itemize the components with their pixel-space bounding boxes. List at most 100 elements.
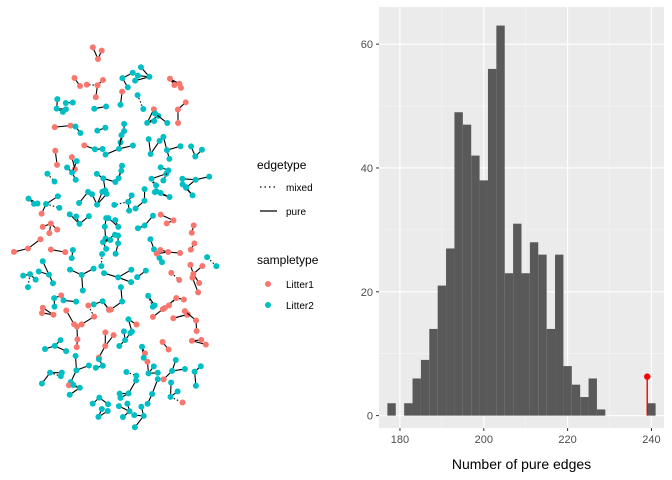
network-component [144, 358, 161, 377]
network-node [134, 274, 141, 281]
network-component [167, 379, 186, 406]
network-node [69, 169, 76, 176]
network-node [140, 106, 147, 113]
network-node [134, 72, 141, 79]
network-node [145, 292, 152, 299]
network-node [181, 366, 188, 373]
network-node [63, 348, 70, 355]
network-node [118, 132, 125, 139]
network-node [149, 390, 156, 397]
legend-pure-label: pure [286, 207, 306, 218]
network-node [24, 284, 31, 291]
network-component [134, 212, 157, 232]
network-node [98, 47, 105, 54]
network-component [102, 132, 136, 158]
network-node [145, 370, 152, 377]
network-node [163, 220, 170, 227]
network-component [93, 170, 119, 194]
network-node [90, 265, 97, 272]
network-node [140, 354, 147, 361]
network-node [198, 336, 205, 343]
network-node [63, 307, 70, 314]
network-node [133, 321, 140, 328]
network-component [89, 188, 110, 208]
network-node [85, 213, 92, 220]
x-axis-title: Number of pure edges [452, 456, 591, 472]
network-node [132, 205, 139, 212]
network-node [150, 363, 157, 370]
network-node [115, 240, 122, 247]
network-node [151, 189, 158, 196]
network-node [192, 153, 199, 160]
network-node [91, 146, 98, 153]
network-component [78, 302, 98, 328]
network-component [157, 164, 172, 184]
network-component [107, 284, 126, 313]
network-node [115, 232, 122, 239]
histogram-bar [647, 403, 656, 416]
network-node [47, 246, 54, 253]
network-node [78, 271, 85, 278]
network-node [94, 201, 101, 208]
network-component [68, 246, 76, 262]
network-node [159, 306, 166, 313]
network-component [35, 258, 56, 287]
x-tick-label: 200 [475, 434, 493, 446]
network-node [37, 236, 44, 243]
histogram-bar [429, 328, 438, 416]
histogram-plot: 180 200 220 240 0 20 40 60 Number of pure edges [361, 7, 664, 472]
network-node [123, 369, 130, 376]
legend: edgetype mixed pure sampletype Litter1 L… [257, 158, 319, 312]
network-component [151, 189, 173, 201]
network-node [129, 69, 136, 76]
network-node [45, 271, 52, 278]
network-node [92, 94, 99, 101]
network-node [138, 403, 145, 410]
network-component [42, 337, 70, 355]
network-node [73, 158, 80, 165]
network-component [53, 96, 69, 115]
network-node [196, 280, 203, 287]
network-node [149, 303, 156, 310]
network-node [54, 96, 61, 103]
observed-marker [644, 373, 651, 416]
network-node [72, 123, 79, 130]
network-node [160, 133, 167, 140]
network-node [115, 274, 122, 281]
network-component [72, 123, 84, 137]
network-component [92, 356, 106, 371]
network-component [123, 369, 140, 379]
network-node [213, 263, 220, 270]
network-node [94, 56, 101, 63]
network-node [157, 164, 164, 171]
network-node [98, 263, 105, 270]
network-component [52, 147, 61, 168]
network-component [188, 336, 209, 348]
network-node [73, 298, 80, 305]
x-tick-label: 240 [642, 434, 660, 446]
network-component [101, 266, 135, 286]
network-node [42, 346, 49, 353]
network-node [105, 401, 112, 408]
network-component [71, 75, 84, 89]
network-node [70, 381, 77, 388]
network-node [51, 342, 58, 349]
network-component [115, 400, 133, 421]
histogram-bar [513, 223, 522, 416]
network-node [99, 362, 106, 369]
histogram-bar [538, 254, 547, 416]
network-component [149, 306, 166, 320]
network-node [163, 147, 170, 154]
network-node [34, 200, 41, 207]
network-component [204, 254, 220, 270]
network-node [139, 343, 146, 350]
histogram-bar [546, 328, 556, 416]
network-component [66, 265, 97, 294]
network-component [94, 124, 109, 134]
network-node [126, 207, 133, 214]
y-tick-label: 20 [361, 287, 373, 299]
network-node [85, 362, 92, 369]
network-node [165, 302, 172, 309]
network-node [99, 77, 106, 84]
network-component [134, 267, 149, 281]
